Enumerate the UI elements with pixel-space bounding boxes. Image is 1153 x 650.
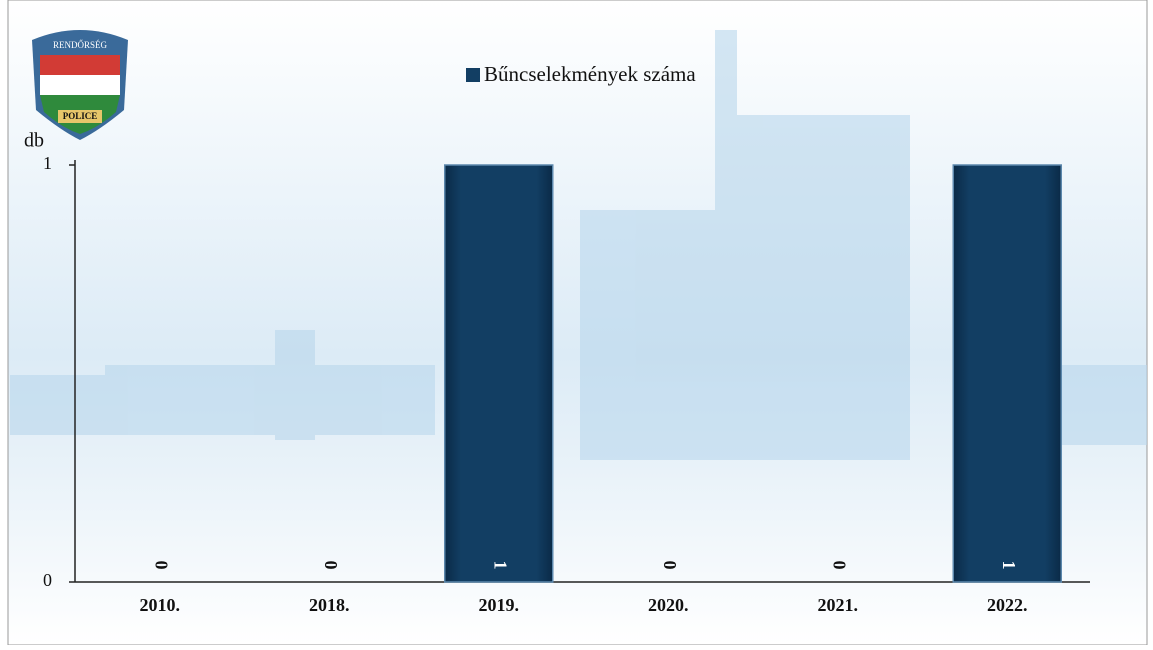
x-tick-label: 2019. (479, 595, 520, 615)
y-tick-label: 0 (43, 570, 52, 590)
data-label: 0 (830, 561, 850, 570)
x-tick-label: 2018. (309, 595, 350, 615)
legend-swatch (466, 68, 480, 82)
data-label: 0 (660, 561, 680, 570)
bar (445, 165, 553, 582)
bar (953, 165, 1061, 582)
x-tick-label: 2022. (987, 595, 1028, 615)
chart: RENDŐRSÉG POLICE db Bűncselekmények szám… (0, 0, 1153, 645)
data-label: 1 (491, 561, 511, 570)
y-tick-label: 1 (43, 153, 52, 173)
x-tick-label: 2021. (818, 595, 859, 615)
legend-label: Bűncselekmények száma (484, 62, 696, 86)
y-axis-label: db (24, 130, 44, 152)
data-label: 0 (152, 561, 172, 570)
badge-top-text: RENDŐRSÉG (53, 40, 108, 50)
badge-bottom-text: POLICE (63, 111, 98, 121)
data-label: 1 (999, 561, 1019, 570)
x-tick-label: 2010. (140, 595, 181, 615)
data-label: 0 (321, 561, 341, 570)
x-tick-label: 2020. (648, 595, 689, 615)
